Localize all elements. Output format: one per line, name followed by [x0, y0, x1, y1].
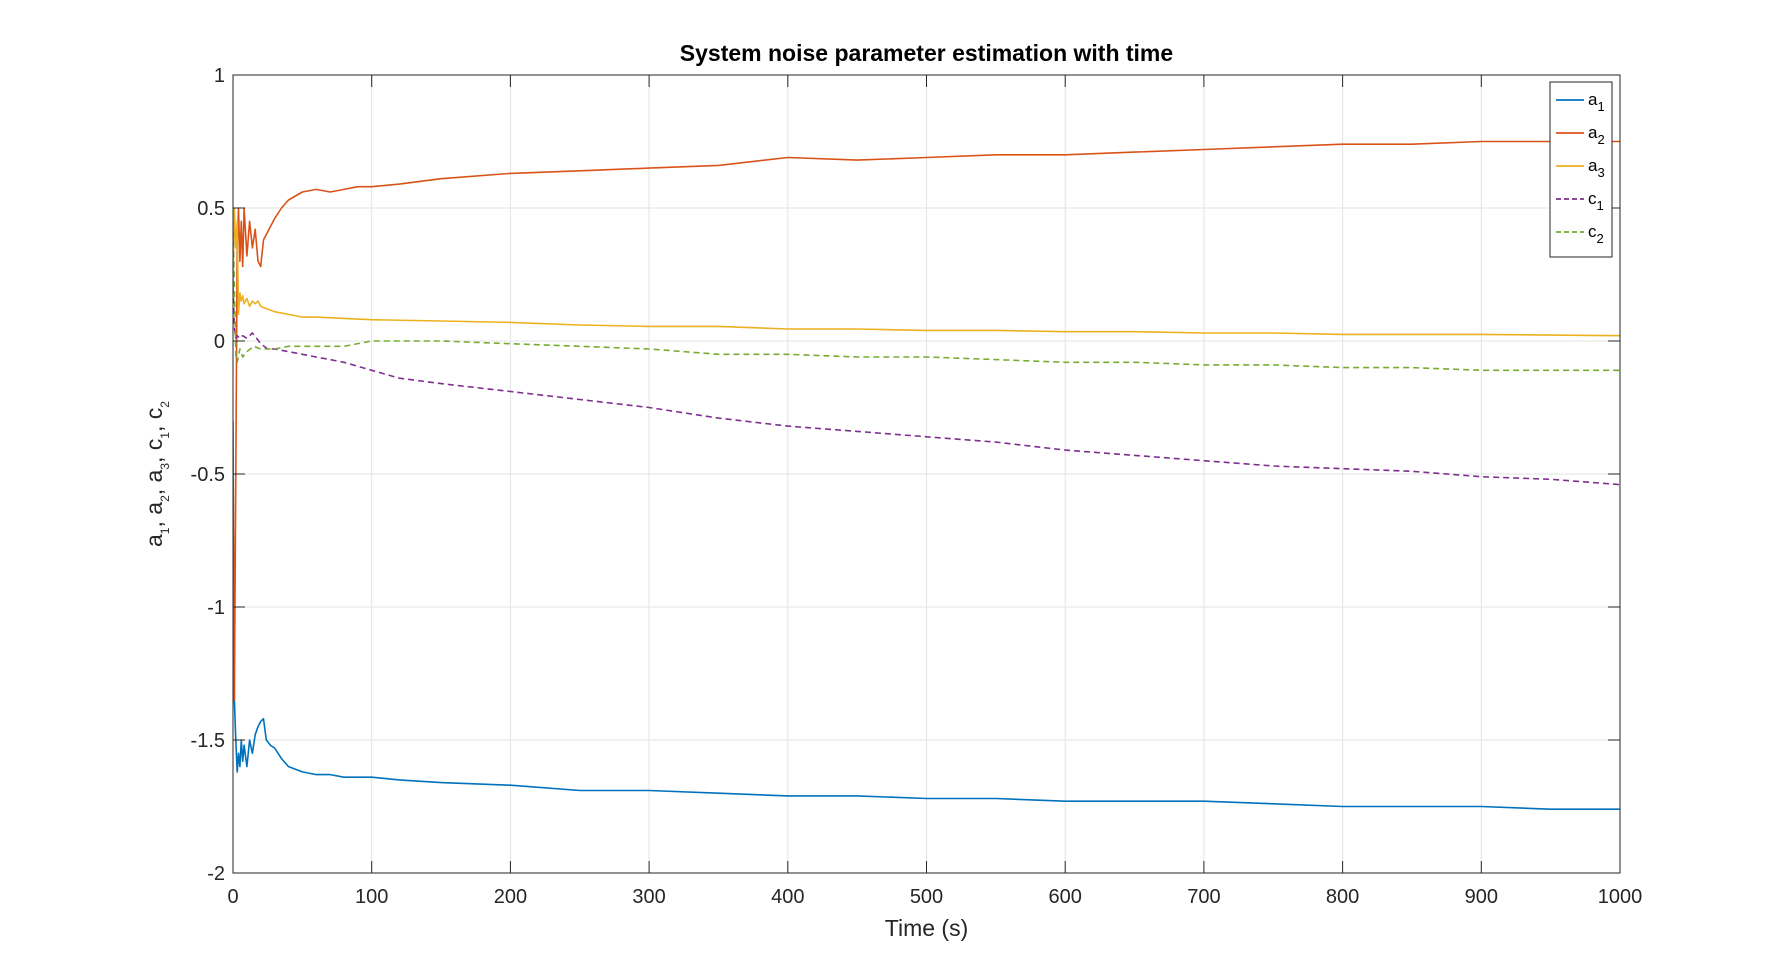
- legend-box: [1549, 81, 1613, 258]
- legend-label-a3: a3: [1588, 156, 1605, 180]
- legend: a1 a2 a3 c1 c2: [1549, 81, 1613, 258]
- x-tick-label: 1000: [1598, 886, 1643, 908]
- x-tick-label: 200: [494, 886, 527, 908]
- x-tick-label: 100: [355, 886, 388, 908]
- y-tick-label: -0.5: [191, 464, 225, 486]
- x-tick-label: 500: [910, 886, 943, 908]
- legend-label-a2: a2: [1588, 123, 1605, 147]
- axes: [232, 74, 1621, 874]
- series-line-a2: [233, 140, 1620, 701]
- x-tick-label: 400: [771, 886, 804, 908]
- series-line-c2: [233, 221, 1620, 372]
- y-tick-label: 0.5: [197, 198, 225, 220]
- chart-title: System noise parameter estimation with t…: [680, 40, 1173, 66]
- x-axis-label: Time (s): [885, 915, 968, 941]
- x-tick-label: 0: [227, 886, 238, 908]
- series-line-a3: [233, 207, 1620, 337]
- x-tick-label: 600: [1049, 886, 1082, 908]
- series-layer: [233, 140, 1620, 810]
- y-tick-label: -2: [207, 863, 225, 885]
- y-tick-label: 1: [214, 65, 225, 87]
- y-tick-label: 0: [214, 331, 225, 353]
- y-axis-label: a1, a2, a3, c1, c2: [141, 401, 172, 547]
- x-tick-label: 800: [1326, 886, 1359, 908]
- x-tick-label: 700: [1187, 886, 1220, 908]
- legend-label-a1: a1: [1588, 90, 1605, 114]
- x-tick-label: 300: [632, 886, 665, 908]
- legend-label-c1: c1: [1588, 189, 1604, 213]
- y-tick-label: -1.5: [191, 730, 225, 752]
- series-line-a1: [233, 500, 1620, 810]
- tick-labels: 0 100 200 300 400 500 600 700 800 900 1000 -2 -1.5 -1…: [191, 65, 1643, 908]
- legend-label-c2: c2: [1588, 222, 1604, 246]
- x-tick-label: 900: [1465, 886, 1498, 908]
- y-tick-label: -1: [207, 597, 225, 619]
